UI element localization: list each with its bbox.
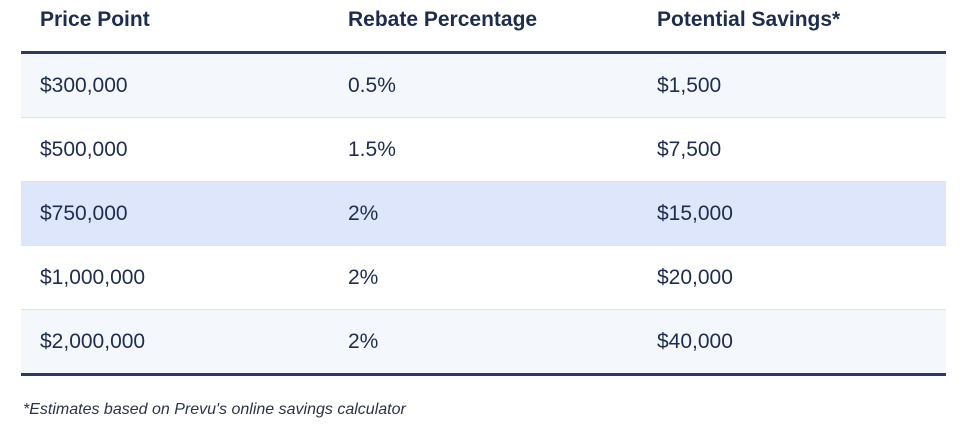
- table-row: $500,000 1.5% $7,500: [21, 118, 946, 182]
- cell-potential-savings: $1,500: [657, 73, 722, 97]
- cell-rebate-percentage: 2%: [348, 329, 379, 353]
- cell-rebate-percentage: 2%: [348, 201, 379, 225]
- header-potential-savings: Potential Savings*: [657, 8, 841, 31]
- table-row: $1,000,000 2% $20,000: [21, 246, 946, 310]
- cell-price-point: $2,000,000: [40, 329, 146, 353]
- cell-potential-savings: $7,500: [657, 137, 722, 161]
- cell-price-point: $500,000: [40, 137, 128, 161]
- cell-price-point: $300,000: [40, 73, 128, 97]
- header-rebate-percentage: Rebate Percentage: [348, 8, 538, 31]
- cell-rebate-percentage: 1.5%: [348, 137, 396, 161]
- cell-potential-savings: $20,000: [657, 265, 733, 289]
- table-header: Price Point Rebate Percentage Potential …: [21, 0, 946, 54]
- table-row-highlighted: $750,000 2% $15,000: [21, 182, 946, 246]
- cell-rebate-percentage: 0.5%: [348, 73, 396, 97]
- cell-price-point: $750,000: [40, 201, 128, 225]
- cell-rebate-percentage: 2%: [348, 265, 379, 289]
- cell-price-point: $1,000,000: [40, 265, 146, 289]
- rebate-table: Price Point Rebate Percentage Potential …: [21, 0, 946, 376]
- cell-potential-savings: $15,000: [657, 201, 733, 225]
- table-row: $2,000,000 2% $40,000: [21, 310, 946, 376]
- header-price-point: Price Point: [40, 8, 150, 31]
- cell-potential-savings: $40,000: [657, 329, 733, 353]
- footnote: *Estimates based on Prevu's online savin…: [23, 401, 406, 418]
- table-row: $300,000 0.5% $1,500: [21, 54, 946, 118]
